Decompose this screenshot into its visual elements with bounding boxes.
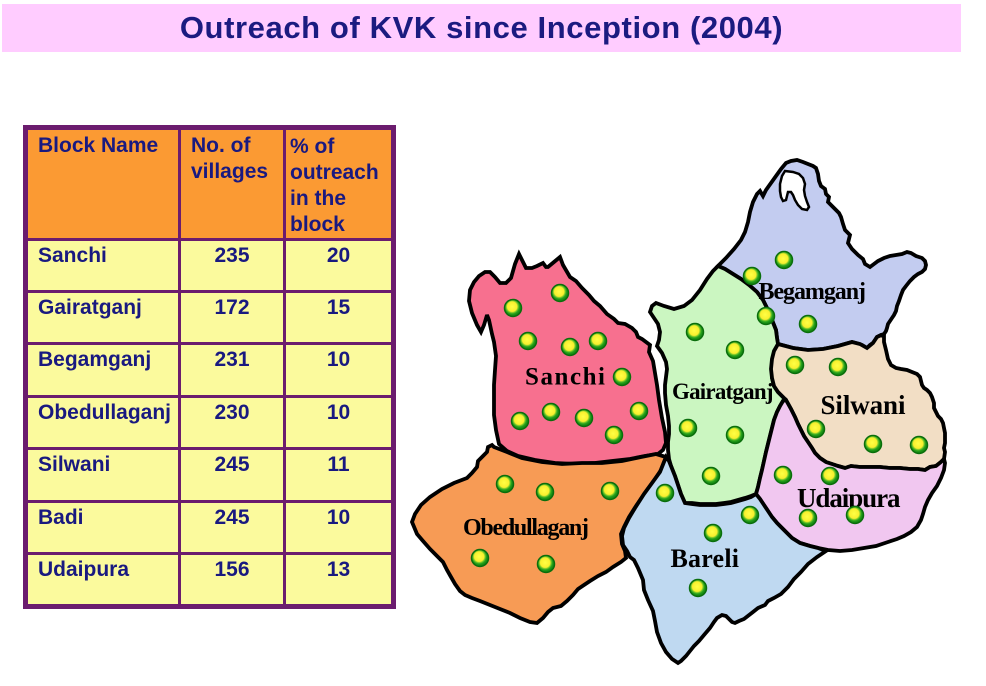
svg-text:Bareli: Bareli — [671, 544, 740, 573]
svg-text:Silwani: Silwani — [821, 390, 906, 420]
svg-text:Obedullaganj: Obedullaganj — [463, 515, 589, 541]
svg-text:Gairatganj: Gairatganj — [672, 379, 774, 404]
svg-text:Begamganj: Begamganj — [759, 279, 867, 305]
svg-text:Sanchi: Sanchi — [525, 364, 605, 391]
